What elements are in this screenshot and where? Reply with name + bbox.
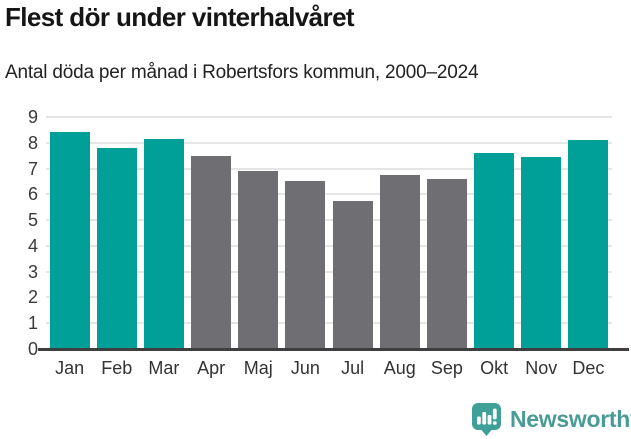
- x-tick-label: Jan: [55, 358, 85, 378]
- x-tick-label: Maj: [243, 358, 273, 378]
- gridline: [46, 167, 612, 170]
- y-tick-label: 7: [27, 158, 38, 179]
- y-tick-label: 2: [27, 287, 38, 308]
- x-tick-label: Jul: [341, 358, 365, 378]
- bar-aug: [379, 175, 420, 349]
- chart-title: Flest dör under vinterhalvåret: [5, 2, 355, 32]
- bar-chart: 0 1 2 3 4 5 6 7 8 9 Jan Feb Mar Apr Maj Jun Jul Aug Sep Ok…: [0, 107, 631, 407]
- x-tick-label: Apr: [197, 358, 226, 378]
- bar-okt: [474, 153, 515, 349]
- gridline: [46, 270, 612, 273]
- x-axis-line: [38, 348, 629, 351]
- newsworthy-logo-icon: [472, 403, 501, 436]
- gridline: [46, 296, 612, 299]
- gridline: [46, 244, 612, 247]
- gridline: [46, 193, 612, 196]
- y-tick-label: 3: [27, 261, 38, 282]
- brand-footer: Newsworthy: [471, 401, 631, 437]
- y-tick-label: 0: [27, 339, 38, 359]
- x-tick-label: Mar: [148, 358, 180, 378]
- x-tick-label: Aug: [383, 358, 416, 378]
- brand-name: Newsworthy: [510, 405, 631, 432]
- gridline: [46, 219, 612, 222]
- bar-mar: [143, 138, 184, 349]
- x-tick-label: Sep: [430, 358, 463, 378]
- x-tick-label: Nov: [525, 358, 558, 378]
- y-axis-labels: 0 1 2 3 4 5 6 7 8 9: [0, 107, 40, 359]
- bar-maj: [238, 171, 279, 349]
- x-tick-label: Jun: [290, 358, 320, 378]
- x-tick-label: Feb: [101, 358, 133, 378]
- y-tick-label: 9: [27, 107, 38, 127]
- y-tick-label: 1: [27, 313, 38, 334]
- y-tick-label: 8: [27, 132, 38, 153]
- gridline: [46, 141, 612, 144]
- y-tick-label: 4: [27, 235, 38, 256]
- bar-apr: [191, 155, 232, 349]
- chart-subtitle: Antal döda per månad i Robertsfors kommu…: [5, 62, 479, 83]
- gridline: [46, 116, 612, 118]
- x-axis-labels: Jan Feb Mar Apr Maj Jun Jul Aug Sep Okt Nov Dec: [0, 357, 631, 381]
- y-tick-label: 5: [27, 210, 38, 231]
- gridline: [46, 322, 612, 325]
- bar-nov: [521, 156, 562, 349]
- bar-dec: [568, 140, 609, 349]
- bar-sep: [426, 178, 467, 349]
- bar-jan: [49, 132, 90, 349]
- bar-jun: [285, 181, 326, 349]
- plot-area: [46, 116, 612, 349]
- bar-feb: [96, 147, 137, 349]
- y-tick-label: 6: [27, 184, 38, 205]
- x-tick-label: Dec: [572, 358, 605, 378]
- x-tick-label: Okt: [480, 358, 509, 378]
- bar-jul: [332, 200, 373, 349]
